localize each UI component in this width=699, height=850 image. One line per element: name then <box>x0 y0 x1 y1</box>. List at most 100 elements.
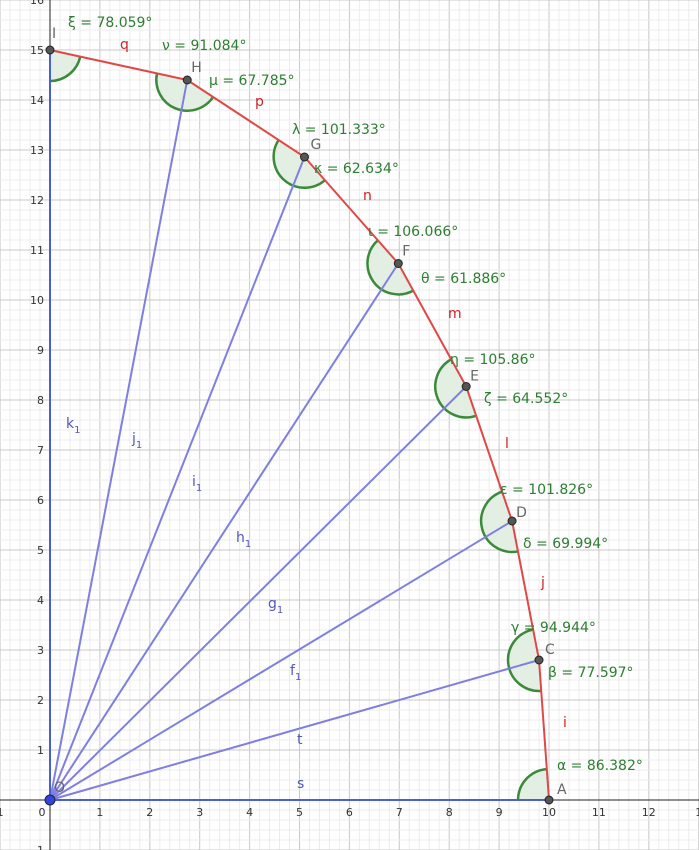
angle-sector <box>367 240 414 295</box>
segment-label-q: q <box>120 37 129 53</box>
angle-sector <box>50 50 81 81</box>
point-I <box>45 45 55 55</box>
x-tick-label: 1 <box>0 806 4 819</box>
segment-label-i: i <box>563 715 567 731</box>
polyline-segment <box>511 520 541 661</box>
x-tick-label: 2 <box>146 806 153 819</box>
angle-arc <box>272 139 326 190</box>
angle-label: ν = 91.084° <box>162 38 246 54</box>
ray-label-g1: g1 <box>268 596 283 616</box>
x-tick-label: 9 <box>496 806 503 819</box>
angle-label: ε = 101.826° <box>500 482 593 498</box>
angle-arc <box>506 628 542 693</box>
x-tick-label: 11 <box>592 806 606 819</box>
polyline-segment <box>49 49 188 81</box>
x-tick-label: 4 <box>246 806 253 819</box>
point-A <box>544 795 554 805</box>
ray-label-t: t <box>297 732 303 748</box>
ray-segment <box>49 520 513 801</box>
point-C <box>534 655 544 665</box>
x-tick-label: 1 <box>96 806 103 819</box>
angle-arc <box>434 358 477 419</box>
y-tick-label: 14 <box>30 94 44 107</box>
point-label-E: E <box>470 369 479 385</box>
x-tick-label: 10 <box>542 806 556 819</box>
angle-label: ζ = 64.552° <box>484 391 568 407</box>
polyline-segment <box>465 386 514 522</box>
angle-sector <box>508 629 542 691</box>
point-label-D: D <box>516 505 527 521</box>
angle-sector <box>273 140 325 188</box>
angle-arc <box>155 73 215 112</box>
polyline-segment <box>303 156 400 265</box>
ray-segment <box>49 79 189 801</box>
point-label-F: F <box>402 244 410 260</box>
x-tick-label: 0 <box>39 806 46 819</box>
x-tick-label: 7 <box>396 806 403 819</box>
rays <box>49 50 549 801</box>
polyline-segment <box>186 79 306 158</box>
angle-label: γ = 94.944° <box>511 620 596 636</box>
y-tick-label: 10 <box>30 294 44 307</box>
point-label-origin: O <box>54 780 65 796</box>
y-tick-label: 6 <box>37 494 44 507</box>
y-tick-label: 11 <box>30 244 44 257</box>
angle-arc <box>366 239 414 296</box>
ray-label-k1: k1 <box>66 416 80 436</box>
angle-label: λ = 101.333° <box>292 122 386 138</box>
y-tick-label: 8 <box>37 394 44 407</box>
x-tick-label: 6 <box>346 806 353 819</box>
y-tick-label: 12 <box>30 194 44 207</box>
angle-arc <box>479 490 519 554</box>
point-label-A: A <box>557 782 567 798</box>
y-tick-label: 2 <box>37 694 44 707</box>
point-label-H: H <box>191 60 202 76</box>
angle-label: κ = 62.634° <box>314 161 399 177</box>
segment-label-m: m <box>448 306 462 322</box>
angle-arc <box>49 56 82 83</box>
y-tick-label: 1 <box>37 844 44 850</box>
point-label-C: C <box>545 642 555 658</box>
ray-label-h1: h1 <box>236 530 251 550</box>
y-tick-label: 13 <box>30 144 44 157</box>
ray-label-j1: j1 <box>131 431 142 451</box>
segment-label-j: j <box>540 575 545 591</box>
angle-label: ι = 106.066° <box>368 224 458 240</box>
ray-label-i1: i1 <box>192 474 202 494</box>
polyline <box>49 49 550 801</box>
angle-label: β = 77.597° <box>548 665 634 681</box>
angle-sectors <box>49 50 549 801</box>
y-tick-label: 7 <box>37 444 44 457</box>
ray-segment <box>49 156 306 801</box>
points <box>44 45 554 806</box>
x-tick-label: 8 <box>446 806 453 819</box>
segment-label-p: p <box>255 94 264 110</box>
point-G <box>299 152 309 162</box>
angle-arc <box>516 767 547 801</box>
x-tick-label: 1 <box>695 806 699 819</box>
ray-label-s: s <box>297 776 304 792</box>
angle-label: η = 105.86° <box>450 352 536 368</box>
point-label-I: I <box>52 26 56 42</box>
x-tick-label: 3 <box>196 806 203 819</box>
polyline-segment <box>538 659 550 801</box>
ray-segment <box>49 659 540 801</box>
angle-label: μ = 67.785° <box>209 73 295 89</box>
point-H <box>182 75 192 85</box>
angle-sector <box>435 359 477 418</box>
angle-sector <box>481 491 518 552</box>
y-tick-label: 9 <box>37 344 44 357</box>
y-tick-label: 3 <box>37 644 44 657</box>
angle-label: θ = 61.886° <box>421 271 506 287</box>
x-tick-label: 12 <box>642 806 656 819</box>
y-tick-label: 5 <box>37 544 44 557</box>
point-label-G: G <box>310 137 321 153</box>
y-tick-label: 16 <box>30 0 44 7</box>
point-origin <box>44 794 56 806</box>
ray-segment <box>49 385 467 801</box>
ray-label-f1: f1 <box>290 663 301 683</box>
labels: O A C D E F G H Iα = 86.382° β = 77.597° γ = 94.94… <box>52 15 643 798</box>
